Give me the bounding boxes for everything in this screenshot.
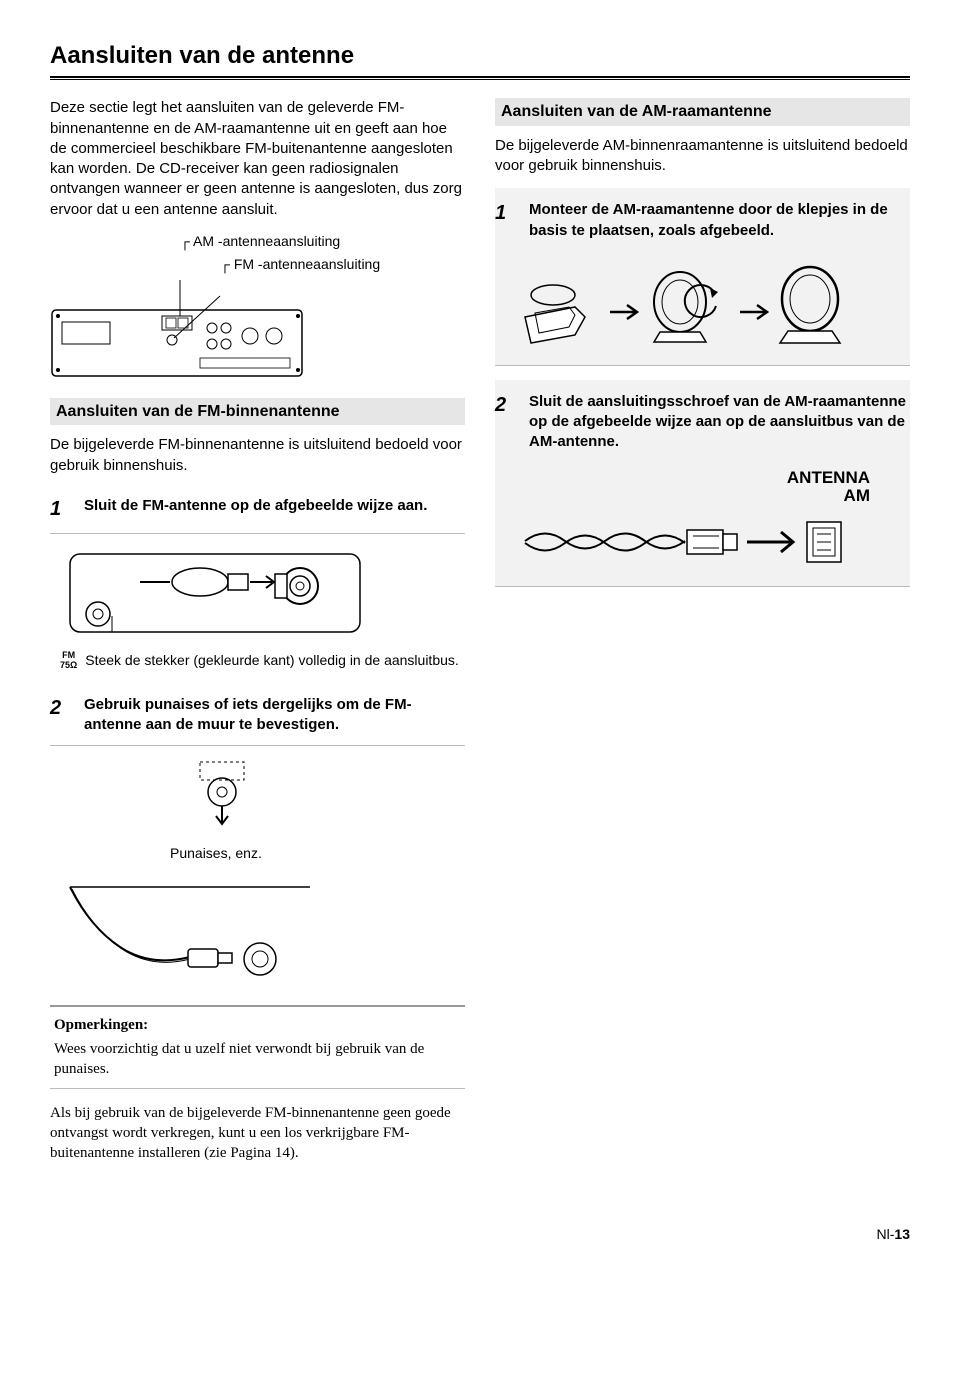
divider (495, 365, 910, 366)
fm-step-1: 1 Sluit de FM-antenne op de afgebeelde w… (50, 488, 465, 534)
fm-section-heading: Aansluiten van de FM-binnenantenne (50, 398, 465, 426)
am-callout-label: ┌ AM -antenneaansluiting (180, 232, 465, 251)
notes-box: Opmerkingen: Wees voorzichtig dat u uzel… (50, 1005, 465, 1089)
step-number: 2 (495, 392, 517, 453)
fm-plug-caption-text: Steek de stekker (gekleurde kant) volled… (85, 651, 459, 670)
left-column: Deze sectie legt het aansluiten van de g… (50, 98, 465, 1175)
intro-paragraph: Deze sectie legt het aansluiten van de g… (50, 98, 465, 220)
step-number: 1 (50, 496, 72, 523)
notes-heading: Opmerkingen: (54, 1015, 461, 1035)
receiver-rear-figure (50, 280, 465, 380)
thumbtack-figure (50, 756, 465, 826)
am-step1-block: 1 Monteer de AM-raamantenne door de klep… (495, 188, 910, 365)
notes-body: Wees voorzichtig dat u uzelf niet verwon… (54, 1039, 461, 1080)
am-step-2: 2 Sluit de aansluitingsschroef van de AM… (495, 384, 910, 463)
wall-mount-figure (50, 877, 465, 987)
right-column: Aansluiten van de AM-raamantenne De bijg… (495, 98, 910, 1175)
fm-step-1-text: Sluit de FM-antenne op de afgebeelde wij… (84, 496, 465, 523)
fm-plug-figure (50, 544, 465, 639)
antenna-am-terminal-label: ANTENNA AM (495, 469, 870, 505)
title-divider (50, 76, 910, 80)
page-number: Nl-13 (50, 1225, 910, 1244)
am-step-1: 1 Monteer de AM-raamantenne door de klep… (495, 192, 910, 251)
fm-callout-label: ┌ FM -antenneaansluiting (220, 255, 465, 274)
am-section-heading: Aansluiten van de AM-raamantenne (495, 98, 910, 126)
fm-75ohm-label: FM 75Ω (60, 651, 77, 671)
divider (495, 586, 910, 587)
fm-step-2-text: Gebruik punaises of iets dergelijks om d… (84, 695, 465, 736)
page-title: Aansluiten van de antenne (50, 40, 910, 72)
am-step-2-text: Sluit de aansluitingsschroef van de AM-r… (529, 392, 910, 453)
thumbtack-caption: Punaises, enz. (170, 844, 465, 863)
antenna-callout-labels: ┌ AM -antenneaansluiting ┌ FM -antenneaa… (180, 232, 465, 274)
am-loop-assembly-figure (495, 257, 910, 357)
fm-plug-caption: FM 75Ω Steek de stekker (gekleurde kant)… (60, 651, 465, 671)
fm-step-2: 2 Gebruik punaises of iets dergelijks om… (50, 687, 465, 747)
step-number: 2 (50, 695, 72, 736)
fm-section-intro: De bijgeleverde FM-binnenantenne is uits… (50, 435, 465, 476)
step-number: 1 (495, 200, 517, 241)
am-step2-block: 2 Sluit de aansluitingsschroef van de AM… (495, 380, 910, 586)
am-section-intro: De bijgeleverde AM-binnenraamantenne is … (495, 136, 910, 177)
fm-closing-paragraph: Als bij gebruik van de bijgeleverde FM-b… (50, 1103, 465, 1164)
two-column-layout: Deze sectie legt het aansluiten van de g… (50, 98, 910, 1175)
am-step-1-text: Monteer de AM-raamantenne door de klepje… (529, 200, 910, 241)
am-terminal-figure (495, 506, 910, 576)
